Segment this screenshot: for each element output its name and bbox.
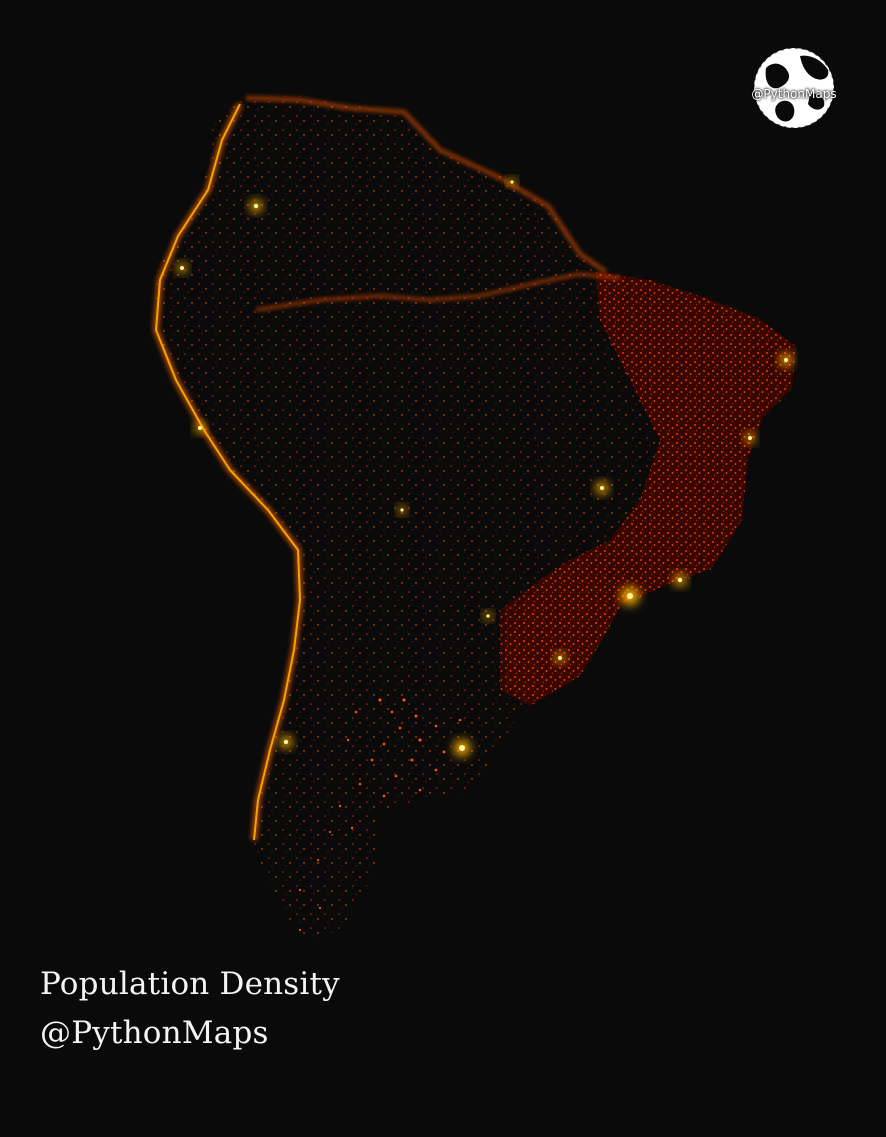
region-southern-brazil bbox=[500, 560, 610, 706]
logo-text: @PythonMaps bbox=[751, 87, 837, 101]
logo: @PythonMaps bbox=[744, 42, 844, 138]
amazon-river bbox=[255, 272, 621, 312]
map-title: Population Density bbox=[40, 966, 340, 1002]
region-north-coast bbox=[245, 96, 608, 274]
region-pampas bbox=[298, 698, 462, 932]
region-andes-core bbox=[155, 103, 301, 841]
city-hotspots bbox=[177, 178, 792, 756]
author-handle: @PythonMaps bbox=[40, 1015, 269, 1051]
globe-icon bbox=[753, 47, 835, 129]
